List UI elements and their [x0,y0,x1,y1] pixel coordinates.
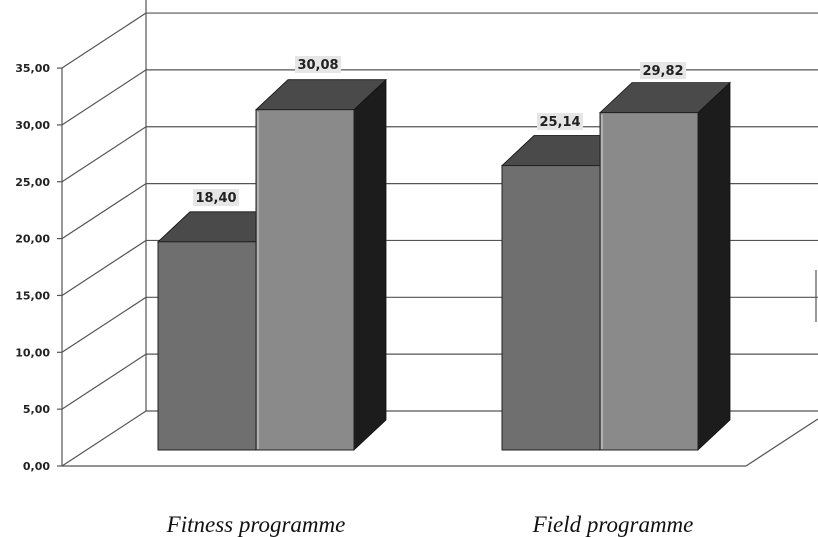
gridline-diagonal [61,239,147,296]
y-tick-label: 30,00 [15,119,50,132]
category-label: Fitness programme [166,512,346,537]
gridline-diagonal [61,69,147,126]
bar-front-face [255,109,355,451]
y-tick-label: 25,00 [15,176,50,189]
data-label: 25,14 [537,113,583,130]
y-tick-label: 35,00 [15,62,50,75]
gridline-diagonal [61,410,147,467]
bar [254,78,388,451]
category-label: Field programme [532,512,694,537]
y-axis-ticks: 0,00 5,00 10,00 15,00 20,00 25,00 30,00 35,00 [15,62,50,473]
gridline-diagonal [61,296,147,353]
y-tick-label: 15,00 [15,289,50,302]
data-label-text: 29,82 [642,64,683,79]
data-label: 29,82 [640,62,686,79]
y-tick-label: 5,00 [23,403,50,416]
data-label-background [537,113,583,130]
gridline-diagonal [61,353,147,410]
data-label: 18,40 [193,189,239,206]
bar-front-face [599,112,699,451]
category-labels: Fitness programme Field programme [166,512,694,537]
bars [156,78,732,451]
gridline-diagonal [61,12,147,69]
data-label-text: 18,40 [195,191,236,206]
y-tick-label: 0,00 [23,460,50,473]
floor-right-edge [745,418,818,467]
data-labels: 18,40 25,14 30,08 29,82 [193,56,686,206]
bar [598,81,732,451]
y-tick-label: 10,00 [15,346,50,359]
bar-side-face [697,81,731,451]
bar-front-face [501,165,601,451]
data-label-background [640,62,686,79]
bar-front-face [157,241,257,451]
data-label: 30,08 [295,56,341,73]
data-label-background [295,56,341,73]
y-tick-label: 20,00 [15,233,50,246]
gridline-diagonal [61,183,147,240]
data-label-text: 25,14 [539,115,580,130]
data-label-background [193,189,239,206]
gridline-diagonal [61,126,147,183]
bar-side-face [353,78,387,451]
data-label-text: 30,08 [297,58,338,73]
